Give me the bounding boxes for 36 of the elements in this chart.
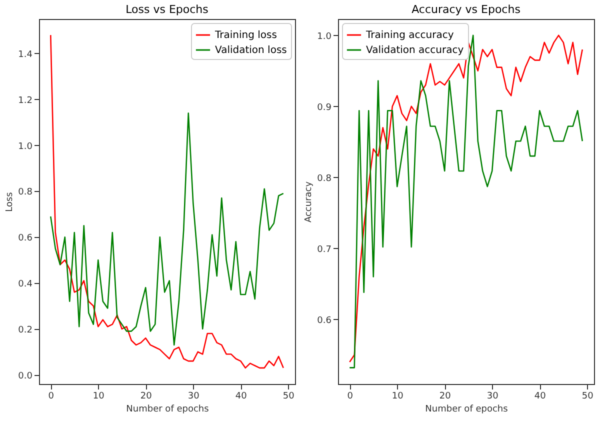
y-tick-label: 0.8 [317, 174, 332, 184]
y-axis-title: Loss [5, 192, 16, 212]
y-tick-label: 1.2 [18, 96, 32, 106]
y-tick-label: 0.0 [18, 371, 33, 382]
chart-title: Accuracy vs Epochs [412, 3, 521, 16]
y-tick-label: 1.0 [317, 32, 332, 42]
legend-label: Training accuracy [365, 30, 454, 41]
legend-label: Validation accuracy [366, 45, 464, 56]
y-tick-label: 0.9 [317, 102, 332, 113]
y-tick-label: 0.7 [317, 244, 332, 255]
x-axis-title: Number of epochs [425, 404, 508, 414]
chart-title: Loss vs Epochs [126, 3, 209, 16]
x-tick-label: 30 [188, 392, 200, 402]
x-tick-label: 50 [282, 392, 295, 402]
x-axis-title: Number of epochs [126, 404, 210, 414]
y-tick-label: 0.2 [18, 325, 32, 336]
x-tick-label: 0 [347, 392, 354, 402]
y-tick-label: 1.0 [18, 142, 33, 152]
y-axis-title: Accuracy [304, 180, 314, 223]
y-tick-label: 0.8 [18, 188, 33, 198]
x-tick-label: 50 [582, 392, 594, 402]
legend-label: Validation loss [215, 45, 287, 56]
legend-label: Training loss [214, 30, 277, 41]
y-tick-label: 1.4 [18, 50, 33, 60]
y-tick-label: 0.4 [18, 279, 33, 290]
x-tick-label: 40 [235, 392, 248, 402]
x-tick-label: 40 [534, 392, 546, 402]
x-tick-label: 10 [392, 392, 404, 402]
x-tick-label: 0 [48, 392, 54, 402]
line-series [50, 112, 284, 346]
x-tick-label: 10 [92, 392, 105, 402]
x-tick-label: 20 [140, 392, 152, 402]
y-tick-label: 0.6 [317, 316, 332, 326]
y-tick-label: 0.6 [18, 234, 33, 244]
x-tick-label: 20 [439, 392, 452, 402]
x-tick-label: 30 [486, 392, 499, 402]
